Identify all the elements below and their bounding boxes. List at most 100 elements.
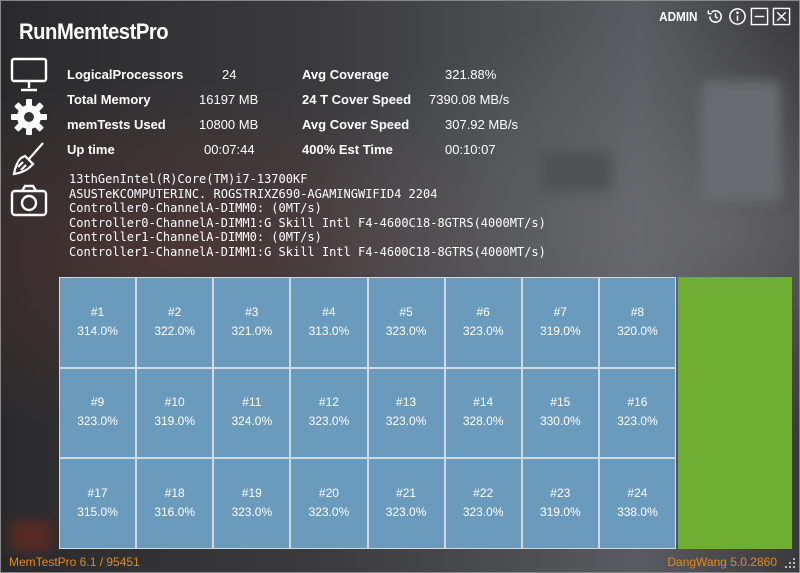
thread-cell: #21 323.0% [368,459,444,548]
thread-coverage: 323.0% [462,505,504,520]
thread-cell: #17 315.0% [60,459,136,548]
thread-id: #2 [168,304,182,319]
system-info-line: Controller0-ChannelA-DIMM1:G Skill Intl … [69,215,546,230]
up-time-label: Up time [67,142,115,157]
thread-cell: #20 323.0% [291,459,367,548]
total-memory-value: 16197 MB [199,92,259,107]
progress-bar [678,277,792,549]
thread-id: #7 [553,304,567,319]
logical-processors-label: LogicalProcessors [67,67,184,82]
total-memory-label: Total Memory [67,92,151,107]
background-blur [541,151,611,191]
thread-coverage: 323.0% [385,414,427,429]
sidebar [8,55,50,223]
thread-cell: #15 330.0% [522,368,598,458]
thread-id: #11 [242,395,262,410]
thread-coverage: 323.0% [77,414,118,429]
thread-coverage: 313.0% [308,323,350,338]
close-icon[interactable] [772,7,791,26]
thread-id: #22 [473,486,494,501]
thread-cell: #4 313.0% [291,278,367,367]
thread-coverage: 319.0% [539,323,581,338]
thread-coverage: 338.0% [617,505,658,520]
system-info: 13thGenIntel(R)Core(TM)i7-13700KF ASUSTeK… [69,172,546,260]
system-info-line: Controller0-ChannelA-DIMM0: (0MT/s) [69,201,322,216]
system-info-line: 13thGenIntel(R)Core(TM)i7-13700KF [69,172,308,186]
history-icon[interactable] [706,7,725,26]
t-cover-speed-value: 7390.08 MB/s [429,92,510,107]
memtests-used-value: 10800 MB [199,117,259,132]
thread-cell: #10 319.0% [137,368,213,458]
thread-cell: #11 324.0% [214,368,290,458]
thread-coverage: 323.0% [462,323,504,338]
admin-badge: ADMIN [659,9,698,24]
thread-coverage: 319.0% [154,414,196,429]
thread-coverage: 316.0% [154,505,196,520]
camera-icon[interactable] [8,181,50,221]
thread-coverage: 315.0% [77,505,118,520]
thread-cell: #6 323.0% [445,278,521,367]
thread-id: #19 [241,486,262,501]
thread-cell: #24 338.0% [599,459,675,548]
thread-coverage: 323.0% [385,323,427,338]
version-label: MemTestPro 6.1 / 95451 [9,555,140,569]
avg-coverage-label: Avg Coverage [302,67,389,82]
thread-coverage: 323.0% [308,505,350,520]
thread-coverage: 320.0% [617,323,658,338]
author-label: DangWang 5.0.2860 [667,555,777,569]
thread-coverage: 323.0% [617,414,658,429]
thread-cell: #16 323.0% [599,368,675,458]
resize-grip-icon[interactable] [784,557,796,569]
est-time-value: 00:10:07 [445,142,496,157]
logical-processors-value: 24 [222,67,237,82]
thread-coverage: 322.0% [154,323,196,338]
thread-id: #1 [90,304,105,319]
thread-id: #10 [164,395,185,410]
thread-id: #6 [476,304,490,319]
thread-id: #5 [399,304,413,319]
system-info-line: Controller1-ChannelA-DIMM0: (0MT/s) [69,230,322,245]
background-blur [701,81,781,201]
thread-coverage: 324.0% [231,414,273,429]
thread-cell: #1 314.0% [60,278,136,367]
thread-id: #16 [627,395,648,410]
thread-cell: #19 323.0% [214,459,290,548]
t-cover-speed-label: 24 T Cover Speed [302,92,412,107]
thread-cell: #23 319.0% [522,459,598,548]
thread-cell: #14 328.0% [445,368,521,458]
monitor-icon[interactable] [8,55,50,95]
thread-id: #24 [627,486,648,501]
minimize-icon[interactable] [750,7,769,26]
app-title: RunMemtestPro [19,19,169,44]
thread-coverage: 319.0% [539,505,581,520]
thread-cell: #2 322.0% [137,278,213,367]
thread-coverage: 321.0% [231,323,273,338]
thread-id: #18 [164,486,185,501]
thread-cell: #12 323.0% [291,368,367,458]
stats-panel: LogicalProcessors 24 Total Memory 16197 … [67,67,537,167]
thread-coverage: 323.0% [308,414,350,429]
thread-id: #14 [473,395,494,410]
avg-cover-speed-value: 307.92 MB/s [445,117,518,132]
titlebar-controls: ADMIN [657,7,791,26]
thread-id: #23 [550,486,571,501]
thread-cell: #3 321.0% [214,278,290,367]
thread-coverage: 323.0% [385,505,427,520]
broom-icon[interactable] [8,139,50,179]
thread-coverage: 330.0% [539,414,581,429]
info-icon[interactable] [728,7,747,26]
thread-cell: #18 316.0% [137,459,213,548]
memtests-used-label: memTests Used [67,117,166,132]
thread-id: #13 [396,395,417,410]
thread-cell: #9 323.0% [60,368,136,458]
gear-icon[interactable] [8,97,50,137]
background-blur [11,521,51,551]
up-time-value: 00:07:44 [204,142,255,157]
thread-cell: #7 319.0% [522,278,598,367]
avg-cover-speed-label: Avg Cover Speed [302,117,410,132]
thread-id: #3 [245,304,259,319]
thread-id: #15 [550,395,571,410]
thread-cell: #13 323.0% [368,368,444,458]
thread-id: #4 [322,304,336,319]
system-info-line: Controller1-ChannelA-DIMM1:G Skill Intl … [69,244,546,259]
